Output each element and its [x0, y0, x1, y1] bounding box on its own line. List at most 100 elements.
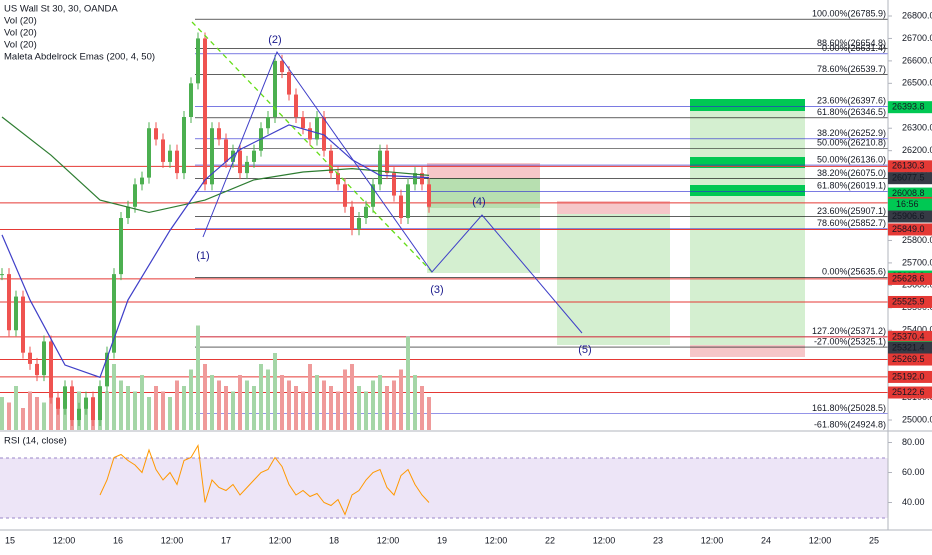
price-tag-label: 26008.8 [892, 188, 925, 198]
volume-bar [42, 402, 46, 430]
candle [91, 397, 95, 421]
volume-bar [21, 408, 25, 430]
countdown-tag [888, 198, 932, 211]
volume-bar [308, 364, 312, 430]
y-tick-label: 25000.0 [902, 414, 932, 424]
volume-bar [112, 364, 116, 430]
volume-bar [126, 386, 130, 430]
countdown-label: 16:56 [896, 199, 919, 209]
ema-line [1, 124, 430, 379]
candle [399, 195, 403, 219]
price-tag [888, 187, 932, 200]
volume-bar [154, 386, 158, 430]
volume-bar [280, 375, 284, 430]
candle [119, 218, 123, 275]
wave-path [202, 50, 583, 334]
fib-label: 23.60%(25907.1) [817, 206, 886, 216]
volume-bar [259, 364, 263, 430]
volume-bar [84, 408, 88, 430]
candle [315, 117, 319, 140]
volume-bar [119, 380, 123, 430]
candle [357, 218, 361, 230]
volume-bar [147, 397, 151, 430]
candle [203, 38, 207, 185]
candle [21, 296, 25, 353]
fib-label: -27.00%(25325.1) [814, 336, 886, 346]
price-tag [888, 370, 932, 383]
candle [161, 139, 165, 162]
volume-bar [329, 386, 333, 430]
price-tag [888, 210, 932, 223]
wave-label: (1) [196, 250, 209, 262]
candle [42, 341, 46, 376]
candle [105, 352, 109, 387]
symbol-title: US Wall St 30, 30, OANDA [4, 4, 118, 15]
volume-bar [49, 380, 53, 430]
candle [49, 341, 53, 398]
y-tick-label: 26200.0 [902, 145, 932, 155]
volume-bar [14, 386, 18, 430]
candle [343, 184, 347, 207]
volume-bar [343, 369, 347, 430]
indicator-label: Vol (20) [4, 40, 37, 51]
y-tick-label: 26800.0 [902, 10, 932, 20]
price-tag-label: 25628.6 [892, 273, 925, 283]
rsi-band [0, 458, 888, 518]
price-tag-label: 25269.5 [892, 354, 925, 364]
fib-label: 127.20%(25371.2) [812, 326, 886, 336]
candle [252, 150, 256, 162]
candle [238, 150, 242, 174]
fib-label: 61.80%(26019.1) [817, 181, 886, 191]
volume-bar [273, 353, 277, 430]
volume-bar [287, 380, 291, 430]
volume-bar [427, 397, 431, 430]
fib-label: -61.80%(24924.8) [814, 419, 886, 429]
volume-bar [413, 375, 417, 430]
candle [56, 397, 60, 409]
candle [266, 117, 270, 129]
candle [154, 128, 158, 140]
y-tick-label: 26500.0 [902, 78, 932, 88]
price-tag-label: 25122.6 [892, 387, 925, 397]
candle [245, 161, 249, 174]
price-tag-label: 25370.4 [892, 331, 925, 341]
price-tag-label: 26393.8 [892, 102, 925, 112]
candle [385, 150, 389, 174]
fib-label: 0.00%(26631.4) [822, 43, 886, 53]
volume-bar [175, 380, 179, 430]
candle [14, 296, 18, 331]
target-bar [690, 157, 805, 168]
price-tag [888, 160, 932, 173]
indicator-label: Vol (20) [4, 28, 37, 39]
volume-bar [294, 386, 298, 430]
candle [329, 150, 333, 174]
trendline [191, 21, 433, 273]
volume-bar [203, 364, 207, 430]
candle [287, 72, 291, 95]
indicator-label: Maleta Abdelrock Emas (200, 4, 50) [4, 52, 155, 63]
volume-bar [420, 386, 424, 430]
volume-bar [315, 375, 319, 430]
rsi-tick-label: 40.00 [902, 497, 925, 507]
time-label: 17 [221, 535, 231, 545]
candle [112, 274, 116, 353]
candle [420, 173, 424, 185]
fib-label: 38.20%(26075.0) [817, 168, 886, 178]
price-tag-label: 26077.5 [892, 173, 925, 183]
candle [413, 173, 417, 185]
price-tag [888, 101, 932, 114]
price-tag-label: 25525.9 [892, 296, 925, 306]
price-tag [888, 172, 932, 185]
volume-bar [168, 397, 172, 430]
candle [140, 177, 144, 185]
wave-label: (2) [268, 34, 281, 46]
price-tag [888, 295, 932, 308]
volume-bar [336, 391, 340, 430]
y-tick-label: 25700.0 [902, 257, 932, 267]
volume-bar [231, 391, 235, 430]
price-tag-label: 25192.0 [892, 371, 925, 381]
price-tag-label: 26130.3 [892, 161, 925, 171]
target-bar [690, 185, 805, 196]
price-tag [888, 341, 932, 354]
candle [126, 206, 130, 219]
